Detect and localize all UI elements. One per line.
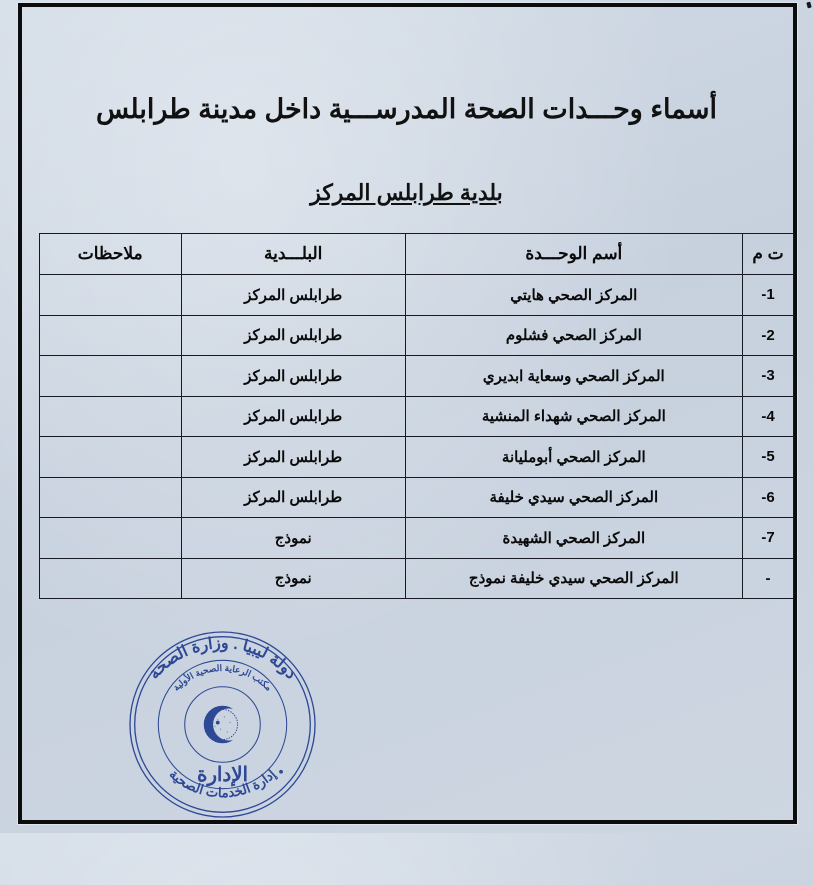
- svg-text:مكتب الرعاية الصحية الأولية: مكتب الرعاية الصحية الأولية: [171, 663, 274, 693]
- svg-text:الإدارة: الإدارة: [197, 764, 248, 787]
- svg-text:دولة ليبيا . وزارة الصحة: دولة ليبيا . وزارة الصحة: [145, 634, 300, 683]
